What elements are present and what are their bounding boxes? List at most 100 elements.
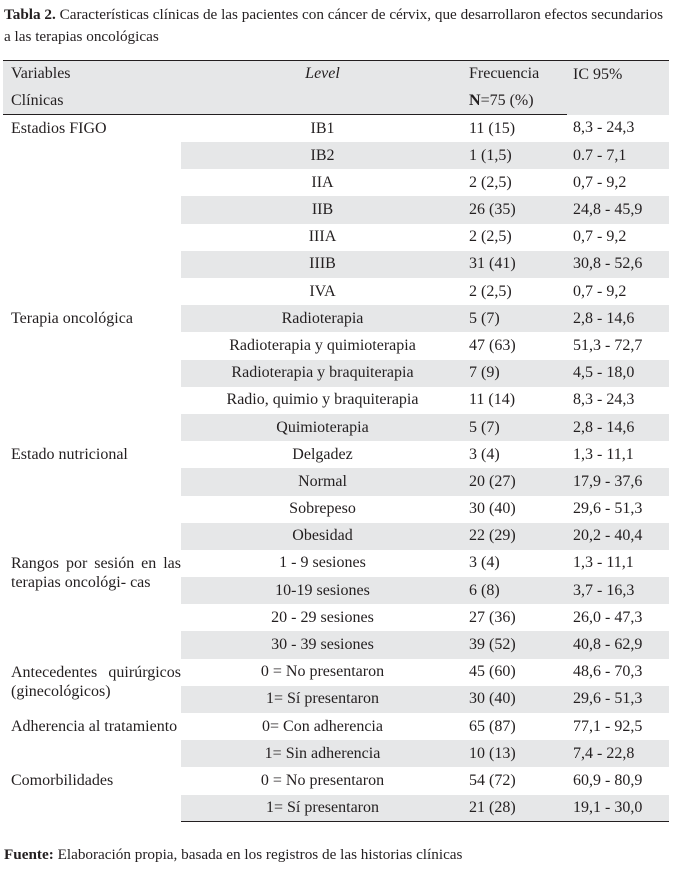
header-level: Level — [181, 59, 464, 88]
table-row: 1= Sin adherencia 10 (13) 7,4 - 22,8 — [3, 740, 669, 768]
source-text: Elaboración propia, basada en los regist… — [53, 846, 463, 863]
table-row: Adherencia al tratamiento 0= Con adherenc… — [3, 713, 669, 768]
table-row: 30 - 39 sesiones 39 (52) 40,8 - 62,9 — [3, 631, 669, 659]
frequency-cell: 2 (2,5) — [464, 169, 567, 197]
table-row: IIB 26 (35) 24,8 - 45,9 — [3, 196, 669, 224]
frequency-cell: 1 (1,5) — [464, 142, 567, 170]
frequency-cell: 5 (7) — [464, 305, 567, 333]
ic-cell: 0.7 - 7,1 — [567, 142, 669, 170]
ic-cell: 60,9 - 80,9 — [567, 767, 669, 795]
table-row: 20 - 29 sesiones 27 (36) 26,0 - 47,3 — [3, 604, 669, 632]
frequency-cell: 30 (40) — [464, 495, 567, 523]
level-cell: Sobrepeso — [181, 495, 464, 523]
level-cell: Delgadez — [181, 441, 464, 469]
header-variables: Variables — [3, 59, 181, 88]
frequency-cell: 7 (9) — [464, 359, 567, 387]
table-row: Terapia oncológica Radioterapia 5 (7) 2,8 -… — [3, 305, 669, 442]
header-clinicas: Clínicas — [3, 87, 181, 116]
level-cell: Radioterapia y braquiterapia — [181, 359, 464, 387]
ic-cell: 7,4 - 22,8 — [567, 740, 669, 768]
level-cell: Radioterapia y quimioterapia — [181, 332, 464, 360]
frequency-cell: 54 (72) — [464, 767, 567, 795]
group-variable-name: Adherencia al tratamiento — [3, 713, 181, 768]
group-variable-name: Estado nutricional — [3, 441, 181, 550]
source-label: Fuente: — [4, 846, 54, 863]
frequency-cell: 3 (4) — [464, 549, 567, 578]
table-row: Radioterapia y quimioterapia 47 (63) 51,3 … — [3, 332, 669, 360]
level-cell: IIIB — [181, 250, 464, 278]
table-row: IIIB 31 (41) 30,8 - 52,6 — [3, 250, 669, 278]
frequency-cell: 10 (13) — [464, 740, 567, 768]
ic-cell: 48,6 - 70,3 — [567, 658, 669, 686]
level-cell: IB2 — [181, 142, 464, 170]
frequency-cell: 39 (52) — [464, 631, 567, 659]
table-row: IIIA 2 (2,5) 0,7 - 9,2 — [3, 223, 669, 251]
frequency-cell: 6 (8) — [464, 577, 567, 605]
ic-cell: 4,5 - 18,0 — [567, 359, 669, 387]
ic-cell: 29,6 - 51,3 — [567, 685, 669, 713]
level-cell: 0 = No presentaron — [181, 767, 464, 795]
ic-cell: 8,3 - 24,3 — [567, 114, 669, 143]
table-row: Comorbilidades 0 = No presentaron 54 (72) 6… — [3, 767, 669, 822]
ic-cell: 26,0 - 47,3 — [567, 604, 669, 632]
level-cell: Obesidad — [181, 522, 464, 550]
frequency-cell: 45 (60) — [464, 658, 567, 686]
level-cell: IVA — [181, 278, 464, 306]
table-row: IVA 2 (2,5) 0,7 - 9,2 — [3, 278, 669, 306]
table-row: IB2 1 (1,5) 0.7 - 7,1 — [3, 142, 669, 170]
table-row: Obesidad 22 (29) 20,2 - 40,4 — [3, 522, 669, 550]
ic-cell: 77,1 - 92,5 — [567, 713, 669, 741]
group-variable-name: Estadios FIGO — [3, 114, 181, 306]
header-n: N=75 (%) — [464, 87, 567, 116]
table-row: Radio, quimio y braquiterapia 11 (14) 8,3 … — [3, 386, 669, 414]
table-row: Quimioterapia 5 (7) 2,8 - 14,6 — [3, 413, 669, 442]
level-cell: Quimioterapia — [181, 413, 464, 442]
frequency-cell: 11 (15) — [464, 114, 567, 143]
frequency-cell: 2 (2,5) — [464, 278, 567, 306]
level-cell: 1= Sí presentaron — [181, 794, 464, 823]
table-row: 1= Sí presentaron 30 (40) 29,6 - 51,3 — [3, 685, 669, 713]
frequency-cell: 3 (4) — [464, 441, 567, 469]
level-cell: IB1 — [181, 114, 464, 143]
subheader-row: Clínicas N=75 (%) — [3, 87, 669, 116]
ic-cell: 1,3 - 11,1 — [567, 441, 669, 469]
level-cell: 0= Con adherencia — [181, 713, 464, 741]
level-cell: Radioterapia — [181, 305, 464, 333]
table-row: 10-19 sesiones 6 (8) 3,7 - 16,3 — [3, 577, 669, 605]
group-variable-name: Comorbilidades — [3, 767, 181, 822]
frequency-cell: 26 (35) — [464, 196, 567, 224]
table-row: Antecedentes quirúrgicos (ginecológicos)… — [3, 658, 669, 713]
group-variable-name: Terapia oncológica — [3, 305, 181, 442]
level-cell: IIA — [181, 169, 464, 197]
table-row: 1= Sí presentaron 21 (28) 19,1 - 30,0 — [3, 794, 669, 823]
ic-cell: 8,3 - 24,3 — [567, 386, 669, 414]
frequency-cell: 31 (41) — [464, 250, 567, 278]
group-variable-name: Rangos por sesión en las terapias oncoló… — [3, 549, 181, 659]
frequency-cell: 47 (63) — [464, 332, 567, 360]
ic-cell: 3,7 - 16,3 — [567, 577, 669, 605]
ic-cell: 20,2 - 40,4 — [567, 522, 669, 550]
ic-cell: 0,7 - 9,2 — [567, 278, 669, 306]
header-level-blank — [181, 87, 464, 116]
caption-text: Características clínicas de las paciente… — [4, 6, 663, 45]
frequency-cell: 21 (28) — [464, 794, 567, 823]
frequency-cell: 2 (2,5) — [464, 223, 567, 251]
header-ic: IC 95% — [567, 59, 669, 115]
ic-cell: 29,6 - 51,3 — [567, 495, 669, 523]
table-row: Rangos por sesión en las terapias oncoló… — [3, 549, 669, 659]
level-cell: 1= Sin adherencia — [181, 740, 464, 768]
table-source: Fuente: Elaboración propia, basada en lo… — [4, 845, 672, 865]
level-cell: 0 = No presentaron — [181, 658, 464, 686]
table-row: Radioterapia y braquiterapia 7 (9) 4,5 - 1… — [3, 359, 669, 387]
table-row: Sobrepeso 30 (40) 29,6 - 51,3 — [3, 495, 669, 523]
ic-cell: 2,8 - 14,6 — [567, 413, 669, 442]
level-cell: IIB — [181, 196, 464, 224]
frequency-cell: 65 (87) — [464, 713, 567, 741]
header-n-value: =75 (%) — [480, 92, 534, 110]
header-frecuencia: Frecuencia — [464, 59, 567, 88]
level-cell: Normal — [181, 468, 464, 496]
level-cell: 20 - 29 sesiones — [181, 604, 464, 632]
frequency-cell: 5 (7) — [464, 413, 567, 442]
ic-cell: 1,3 - 11,1 — [567, 549, 669, 578]
frequency-cell: 20 (27) — [464, 468, 567, 496]
